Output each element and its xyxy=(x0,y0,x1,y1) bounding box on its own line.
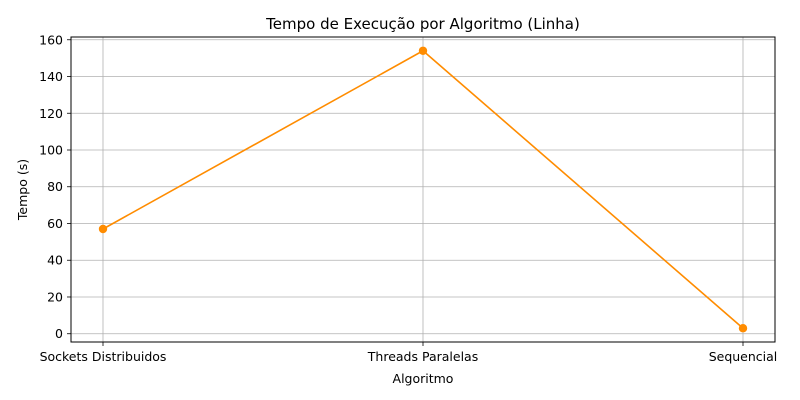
x-axis-ticks: Sockets Distribuidos Threads Paralelas Seq… xyxy=(40,342,778,364)
y-tick-label: 60 xyxy=(47,216,63,231)
x-tick-label: Threads Paralelas xyxy=(367,349,478,364)
y-tick-label: 40 xyxy=(47,253,63,268)
y-tick-label: 100 xyxy=(39,142,63,157)
x-tick-label: Sockets Distribuidos xyxy=(40,349,167,364)
y-axis-label: Tempo (s) xyxy=(15,159,30,221)
x-tick-label: Sequencial xyxy=(709,349,778,364)
data-point xyxy=(98,224,108,234)
y-tick-label: 80 xyxy=(47,179,63,194)
y-tick-label: 140 xyxy=(39,69,63,84)
y-tick-label: 20 xyxy=(47,289,63,304)
x-axis-label: Algoritmo xyxy=(393,371,454,386)
data-point xyxy=(738,324,748,333)
y-tick-label: 160 xyxy=(39,32,63,47)
chart-title: Tempo de Execução por Algoritmo (Linha) xyxy=(265,15,580,33)
y-axis-ticks: 0 20 40 60 80 100 120 140 160 xyxy=(39,32,71,341)
series-layer xyxy=(98,46,748,333)
data-point xyxy=(418,46,428,55)
y-tick-label: 0 xyxy=(55,326,63,341)
grid xyxy=(71,37,775,342)
y-tick-label: 120 xyxy=(39,106,63,121)
